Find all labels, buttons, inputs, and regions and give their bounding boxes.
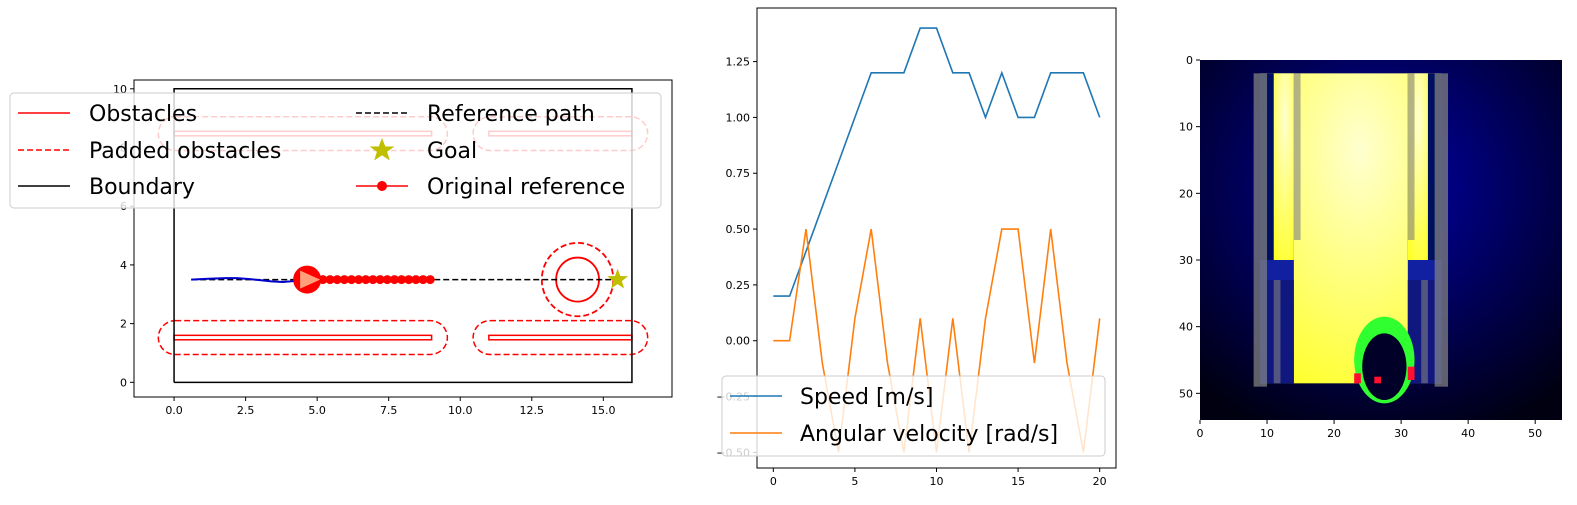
velocity-y-tick-label: 0.00 xyxy=(726,335,751,348)
map-x-tick-label: 10.0 xyxy=(448,404,473,417)
heatmap-dark-hole xyxy=(1362,333,1407,400)
legend-boundary-label: Boundary xyxy=(89,175,195,200)
heatmap-wall-strip xyxy=(1260,73,1268,387)
original-reference-point xyxy=(397,275,407,285)
map-x-tick-label: 7.5 xyxy=(380,404,398,417)
heatmap-x-tick-label: 50 xyxy=(1528,427,1542,440)
original-reference-point xyxy=(389,275,399,285)
heatmap-wall-strip xyxy=(1253,73,1261,387)
heatmap-y-tick-label: 40 xyxy=(1179,321,1193,334)
trajectory-line xyxy=(191,277,306,283)
velocity-y-tick-label: 1.25 xyxy=(726,56,751,69)
legend-speed-label: Speed [m/s] xyxy=(800,385,933,410)
original-reference-point xyxy=(382,275,392,285)
heatmap-y-tick-label: 20 xyxy=(1179,187,1193,200)
heatmap-wall-strip xyxy=(1434,73,1442,387)
robot-heading-arrow xyxy=(300,270,321,289)
heatmap-pixels xyxy=(1200,60,1562,420)
goal-star-marker xyxy=(607,268,629,289)
map-x-tick-label: 2.5 xyxy=(237,404,255,417)
original-reference-point xyxy=(354,275,364,285)
original-reference-point xyxy=(332,275,342,285)
map-legend: Obstacles Reference path Padded obstacle… xyxy=(9,92,662,209)
legend-angular-velocity-label: Angular velocity [rad/s] xyxy=(800,422,1058,447)
map-legend-box xyxy=(9,92,662,209)
map-y-tick-label: 0 xyxy=(120,376,127,389)
original-reference-point xyxy=(404,275,414,285)
speed-series-line xyxy=(773,27,1101,297)
original-reference-point xyxy=(411,275,421,285)
heatmap-x-tick-label: 40 xyxy=(1461,427,1475,440)
legend-goal-star-icon xyxy=(369,138,395,161)
heatmap-y-tick-label: 10 xyxy=(1179,121,1193,134)
original-reference-point xyxy=(339,275,349,285)
heatmap-y-tick-label: 0 xyxy=(1186,54,1193,67)
original-reference-point xyxy=(418,275,428,285)
original-reference-point xyxy=(368,275,378,285)
velocity-legend: Speed [m/s] Angular velocity [rad/s] xyxy=(721,375,1106,457)
padded-obstacle-0 xyxy=(157,319,449,356)
original-reference-point xyxy=(425,275,435,285)
map-x-tick-label: 12.5 xyxy=(520,404,545,417)
heatmap-wall-strip xyxy=(1441,73,1449,387)
heatmap-image: 0 10 20 30 40 50 0 10 20 30 40 50 xyxy=(1179,54,1562,440)
padded-obstacle-1 xyxy=(472,319,649,356)
velocity-y-tick-label: 0.75 xyxy=(726,167,751,180)
heatmap-y-ticks: 0 10 20 30 40 50 xyxy=(1179,54,1200,400)
legend-original-reference-label: Original reference xyxy=(427,175,625,200)
legend-padded-obstacles-label: Padded obstacles xyxy=(89,139,281,164)
map-plot: 0.02.55.07.510.012.515.0 0246810 Obstacl… xyxy=(9,79,673,417)
legend-original-reference-dot xyxy=(377,181,387,191)
map-x-tick-label: 0.0 xyxy=(165,404,183,417)
velocity-y-tick-label: 1.00 xyxy=(726,111,751,124)
heatmap-x-tick-label: 0 xyxy=(1197,427,1204,440)
legend-obstacles-label: Obstacles xyxy=(89,102,197,127)
heatmap-red-pixel xyxy=(1407,366,1415,380)
original-reference-point xyxy=(375,275,385,285)
heatmap-y-tick-label: 50 xyxy=(1179,387,1193,400)
velocity-x-tick-label: 15 xyxy=(1011,475,1025,488)
velocity-y-tick-label: 0.25 xyxy=(726,279,751,292)
heatmap-wall-strip xyxy=(1293,73,1301,240)
map-x-tick-label: 15.0 xyxy=(591,404,616,417)
velocity-x-tick-label: 0 xyxy=(770,475,777,488)
heatmap-x-tick-label: 20 xyxy=(1327,427,1341,440)
heatmap-red-pixel xyxy=(1374,376,1381,384)
heatmap-y-tick-label: 30 xyxy=(1179,254,1193,267)
heatmap-wall-strip xyxy=(1421,280,1428,384)
heatmap-x-tick-label: 30 xyxy=(1394,427,1408,440)
original-reference-point xyxy=(346,275,356,285)
heatmap-red-pixel xyxy=(1354,373,1361,384)
velocity-x-tick-label: 5 xyxy=(851,475,858,488)
map-y-tick-label: 4 xyxy=(120,259,127,272)
velocity-x-tick-label: 20 xyxy=(1093,475,1107,488)
heatmap-wall-strip xyxy=(1273,280,1281,384)
map-y-tick-label: 2 xyxy=(120,318,127,331)
velocity-legend-box xyxy=(721,375,1106,457)
map-x-tick-label: 5.0 xyxy=(308,404,326,417)
velocity-x-ticks: 0 5 10 15 20 xyxy=(770,468,1107,488)
map-x-ticks: 0.0 2.5 5.0 7.5 10.0 12.5 15.0 xyxy=(165,397,616,417)
velocity-y-tick-label: 0.50 xyxy=(726,223,751,236)
original-reference-point xyxy=(325,275,335,285)
heatmap-x-tick-label: 10 xyxy=(1260,427,1274,440)
heatmap-wall-strip xyxy=(1407,73,1415,240)
original-reference-point xyxy=(361,275,371,285)
legend-goal-label: Goal xyxy=(427,139,477,164)
velocity-x-tick-label: 10 xyxy=(930,475,944,488)
heatmap-x-ticks: 0 10 20 30 40 50 xyxy=(1197,420,1542,440)
heatmap-left-upper-lit xyxy=(1273,73,1294,260)
legend-reference-path-label: Reference path xyxy=(427,102,595,127)
